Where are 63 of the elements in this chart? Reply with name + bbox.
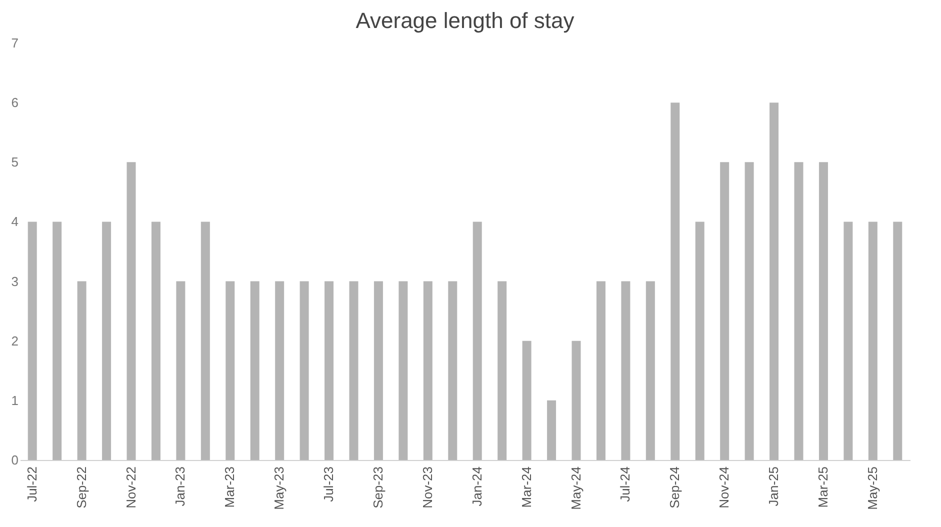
bar bbox=[522, 340, 532, 460]
bar bbox=[226, 281, 235, 460]
bar bbox=[151, 222, 160, 460]
bar bbox=[300, 281, 309, 460]
bar bbox=[250, 281, 260, 460]
x-tick-label: Sep-23 bbox=[370, 466, 386, 508]
bar bbox=[448, 281, 458, 460]
x-tick-label: Mar-23 bbox=[222, 466, 238, 508]
bar bbox=[472, 222, 482, 460]
bar bbox=[28, 222, 37, 460]
y-tick-label: 6 bbox=[11, 95, 18, 110]
bar bbox=[695, 222, 704, 460]
bar bbox=[349, 281, 358, 460]
bar bbox=[77, 281, 86, 460]
y-tick-label: 0 bbox=[11, 452, 18, 468]
x-tick-label: Nov-22 bbox=[123, 466, 138, 508]
bar bbox=[794, 162, 804, 460]
x-tick-label: Jan-25 bbox=[766, 466, 782, 506]
x-tick-label: May-23 bbox=[272, 466, 287, 510]
bar bbox=[52, 222, 62, 460]
x-tick-label: Mar-25 bbox=[815, 466, 830, 508]
bar bbox=[744, 162, 754, 460]
x-tick-label: May-25 bbox=[864, 466, 880, 510]
bar bbox=[126, 162, 136, 460]
x-tick-label: Nov-24 bbox=[716, 466, 732, 508]
y-tick-label: 2 bbox=[11, 333, 18, 348]
x-tick-label: Jan-24 bbox=[469, 466, 484, 506]
x-tick-label: Nov-23 bbox=[420, 466, 435, 508]
y-tick-label: 1 bbox=[11, 392, 18, 408]
x-tick-label: Jul-23 bbox=[321, 466, 336, 502]
bar bbox=[670, 102, 680, 460]
y-tick-label: 5 bbox=[11, 154, 18, 170]
x-tick-label: Jul-24 bbox=[618, 466, 633, 502]
x-tick-label: Jan-23 bbox=[172, 466, 188, 506]
y-tick-label: 4 bbox=[11, 214, 18, 230]
bar bbox=[770, 102, 779, 460]
chart-title: Average length of stay bbox=[356, 8, 574, 33]
bar bbox=[818, 162, 828, 460]
bar bbox=[498, 281, 507, 460]
x-tick-label: Sep-24 bbox=[667, 466, 682, 508]
x-tick-label: May-24 bbox=[568, 466, 584, 510]
bar bbox=[720, 162, 730, 460]
y-tick-label: 7 bbox=[11, 36, 18, 50]
bar bbox=[275, 281, 284, 460]
y-tick-label: 3 bbox=[11, 274, 18, 289]
bar bbox=[596, 281, 606, 460]
x-tick-label: Sep-22 bbox=[74, 466, 89, 508]
bar bbox=[646, 281, 655, 460]
x-tick-label: Jul-22 bbox=[24, 466, 40, 502]
bar bbox=[200, 222, 210, 460]
bar bbox=[423, 281, 432, 460]
bar bbox=[374, 281, 383, 460]
bar bbox=[572, 340, 581, 460]
bar bbox=[176, 281, 186, 460]
bar bbox=[102, 222, 112, 460]
bar bbox=[868, 222, 878, 460]
bar bbox=[324, 281, 334, 460]
bar bbox=[398, 281, 408, 460]
bar bbox=[621, 281, 630, 460]
x-tick-label: Mar-24 bbox=[518, 466, 534, 508]
bar bbox=[844, 222, 853, 460]
bar bbox=[547, 400, 556, 460]
bar bbox=[893, 222, 902, 460]
